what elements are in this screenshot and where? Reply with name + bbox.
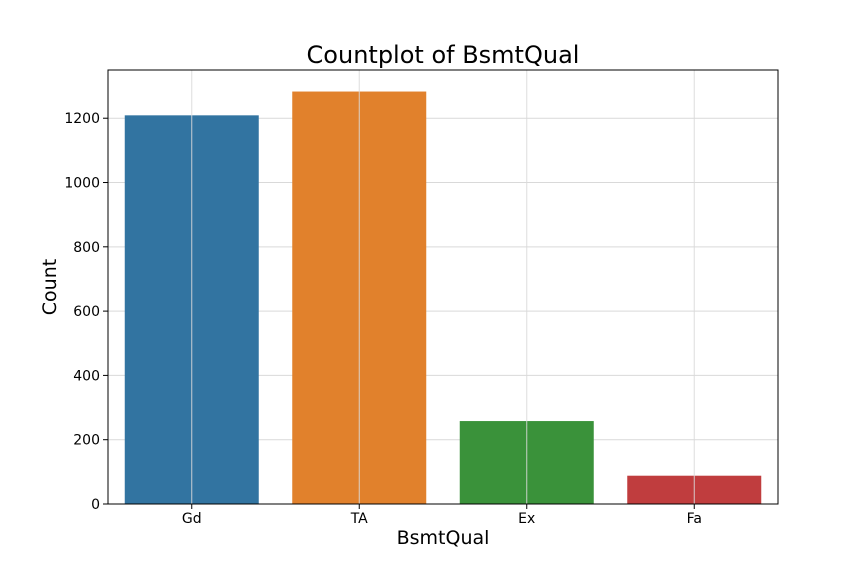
x-tick-label: TA — [350, 511, 368, 527]
y-tick-label: 800 — [73, 240, 100, 256]
bars — [124, 91, 762, 505]
x-axis-label: BsmtQual — [397, 527, 490, 549]
x-tick-label: Ex — [518, 511, 535, 527]
plot-frame — [107, 69, 779, 505]
y-tick-label: 600 — [73, 304, 100, 320]
y-tick-label: 1000 — [64, 176, 100, 192]
y-tick-label: 1200 — [64, 111, 100, 127]
y-tick-label: 200 — [73, 433, 100, 449]
chart-title: Countplot of BsmtQual — [307, 41, 580, 69]
y-axis-ticks: 0 200 400 600 800 1000 1200 — [64, 111, 108, 513]
y-tick-label: 0 — [91, 497, 100, 513]
x-tick-label: Gd — [182, 511, 202, 527]
y-axis-label: Count — [39, 259, 61, 315]
vertical-grid-lines — [191, 70, 695, 504]
x-axis-ticks: Gd TA Ex Fa — [182, 504, 702, 527]
x-tick-label: Fa — [687, 511, 702, 527]
y-tick-label: 400 — [73, 368, 100, 384]
